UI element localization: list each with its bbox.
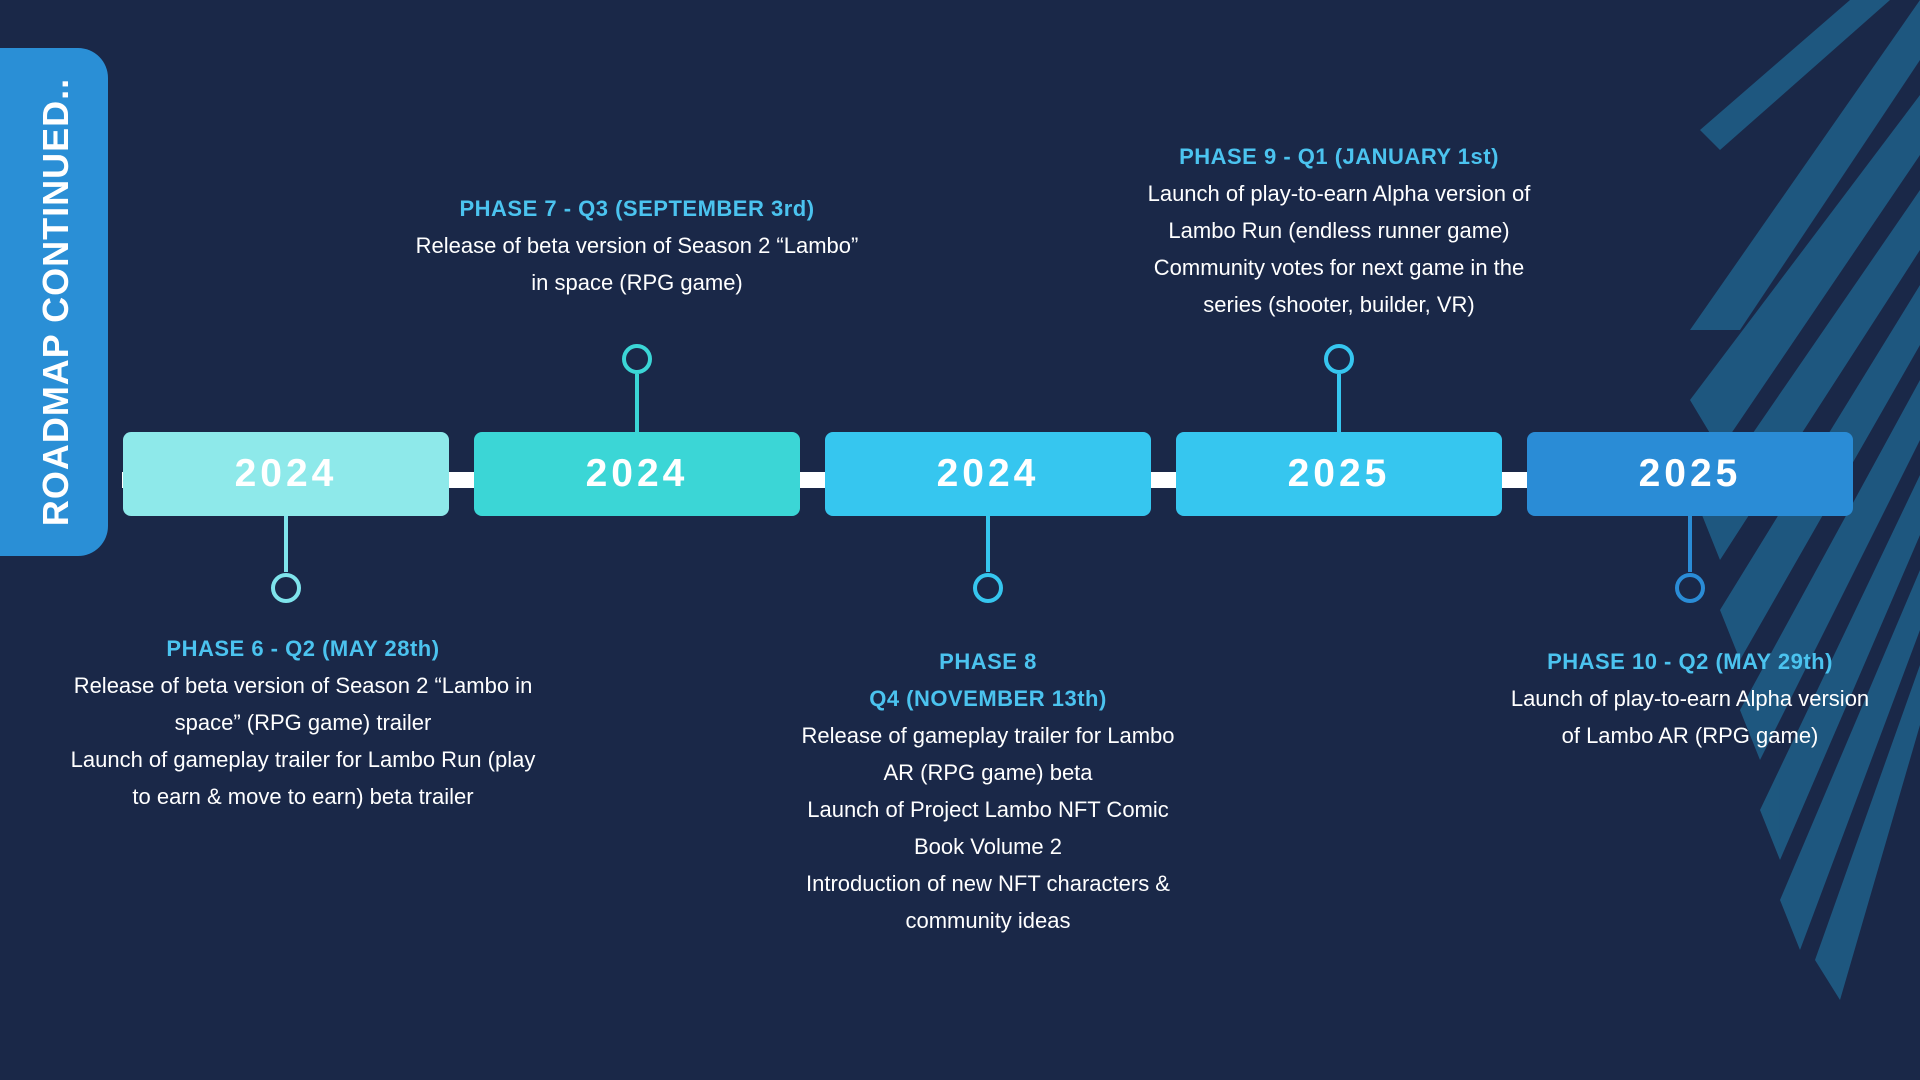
phase-9-line: Lambo Run (endless runner game) (1168, 218, 1510, 243)
phase-7-line: in space (RPG game) (531, 270, 743, 295)
phase-6-line: Release of beta version of Season 2 “Lam… (73, 673, 533, 698)
phase-9-line: Community votes for next game in the (1153, 255, 1525, 280)
year-box-phase-7: 2024 (474, 432, 800, 516)
phase-8-line: community ideas (905, 908, 1071, 933)
phase-8-line: Launch of Project Lambo NFT Comic (807, 797, 1169, 822)
roadmap-side-tab (0, 48, 108, 556)
phase-9-block: PHASE 9 - Q1 (JANUARY 1st) Launch of pla… (1059, 138, 1619, 323)
year-box-phase-10: 2025 (1527, 432, 1853, 516)
phase-6-line: to earn & move to earn) beta trailer (132, 784, 474, 809)
phase-6-line: Launch of gameplay trailer for Lambo Run… (70, 747, 536, 772)
connector-stem-phase-8 (986, 516, 990, 572)
phase-8-subtitle: Q4 (NOVEMBER 13th) (869, 686, 1107, 711)
phase-10-block: PHASE 10 - Q2 (MAY 29th) Launch of play-… (1410, 643, 1920, 754)
phase-9-line: Launch of play-to-earn Alpha version of (1147, 181, 1531, 206)
phase-8-title: PHASE 8 (939, 649, 1037, 674)
roadmap-title: ROADMAP CONTINUED.. (35, 77, 76, 527)
phase-8-block: PHASE 8 Q4 (NOVEMBER 13th) Release of ga… (708, 643, 1268, 939)
year-box-phase-6: 2024 (123, 432, 449, 516)
connector-stem-phase-10 (1688, 516, 1692, 572)
phase-6-block: PHASE 6 - Q2 (MAY 28th) Release of beta … (23, 630, 583, 815)
connector-node-phase-7 (622, 344, 652, 374)
phase-9-title: PHASE 9 - Q1 (JANUARY 1st) (1179, 144, 1499, 169)
phase-6-line: space” (RPG game) trailer (174, 710, 432, 735)
phase-8-line: Book Volume 2 (914, 834, 1062, 859)
phase-7-block: PHASE 7 - Q3 (SEPTEMBER 3rd) Release of … (357, 190, 917, 301)
connector-stem-phase-7 (635, 374, 639, 432)
phase-10-line: Launch of play-to-earn Alpha version (1510, 686, 1870, 711)
connector-stem-phase-9 (1337, 374, 1341, 432)
connector-node-phase-9 (1324, 344, 1354, 374)
phase-7-line: Release of beta version of Season 2 “Lam… (415, 233, 859, 258)
connector-stem-phase-6 (284, 516, 288, 572)
phase-8-line: AR (RPG game) beta (883, 760, 1093, 785)
year-box-phase-8: 2024 (825, 432, 1151, 516)
phase-10-title: PHASE 10 - Q2 (MAY 29th) (1547, 649, 1833, 674)
phase-8-line: Introduction of new NFT characters & (806, 871, 1170, 896)
connector-node-phase-8 (973, 573, 1003, 603)
connector-node-phase-10 (1675, 573, 1705, 603)
phase-8-line: Release of gameplay trailer for Lambo (801, 723, 1175, 748)
phase-6-title: PHASE 6 - Q2 (MAY 28th) (166, 636, 440, 661)
connector-node-phase-6 (271, 573, 301, 603)
phase-9-line: series (shooter, builder, VR) (1203, 292, 1475, 317)
phase-10-line: of Lambo AR (RPG game) (1561, 723, 1819, 748)
phase-7-title: PHASE 7 - Q3 (SEPTEMBER 3rd) (459, 196, 815, 221)
year-box-phase-9: 2025 (1176, 432, 1502, 516)
